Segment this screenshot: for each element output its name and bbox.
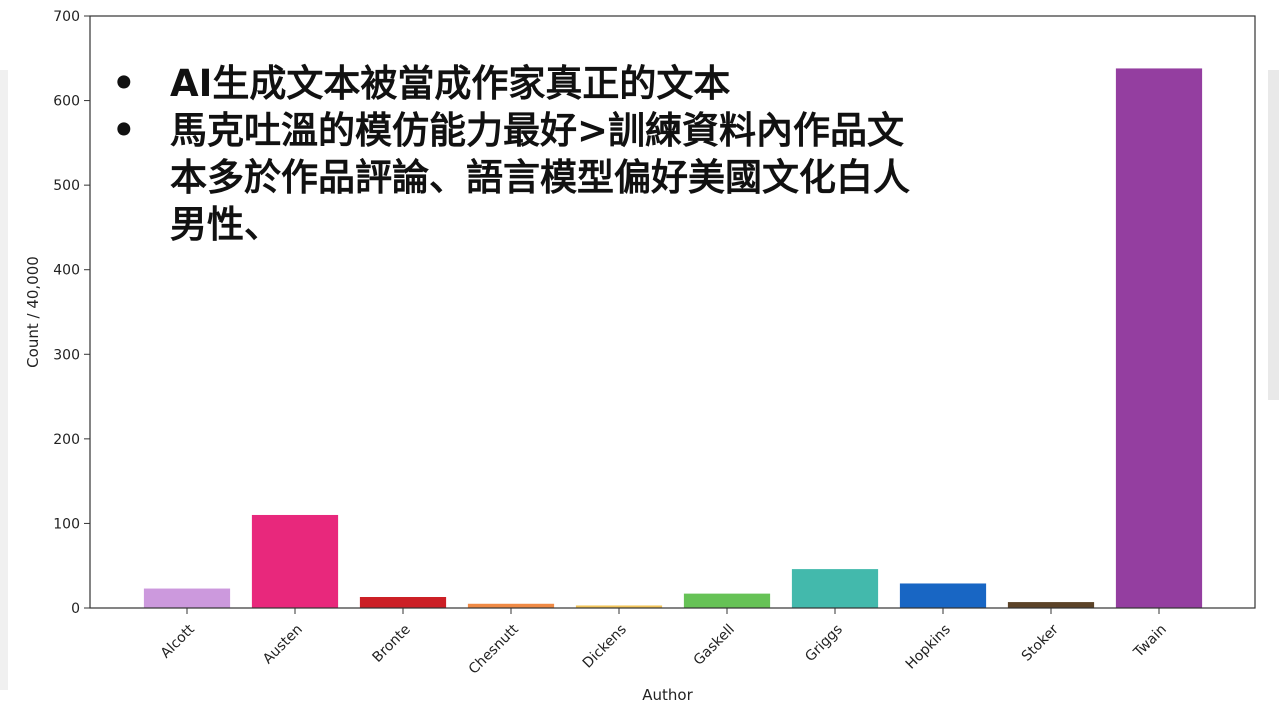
y-axis-ticks: 0 100 200 300 400 500 600 700 xyxy=(53,9,90,617)
right-edge-strip xyxy=(1268,70,1279,400)
x-tick-label-bronte: Bronte xyxy=(370,622,414,666)
plot-frame xyxy=(89,15,1256,609)
x-axis-ticks: Alcott Austen Bronte Chesnutt Dickens Gaskell… xyxy=(158,608,1170,678)
x-tick-label-alcott: Alcott xyxy=(158,621,198,661)
bar-bronte xyxy=(359,597,447,608)
bullet-marker: • xyxy=(112,109,136,152)
y-tick-label: 400 xyxy=(53,263,80,279)
bar-chesnutt xyxy=(467,603,555,608)
x-tick-label-gaskell: Gaskell xyxy=(691,622,738,669)
bar-stoker xyxy=(1007,602,1095,608)
x-tick-label-twain: Twain xyxy=(1130,622,1170,662)
bar-twain xyxy=(1115,68,1203,609)
x-tick-label-austen: Austen xyxy=(260,622,306,668)
annotation-list: • AI生成文本被當成作家真正的文本 • 馬克吐溫的模仿能力最好>訓練資料內作品… xyxy=(112,60,1012,248)
bar-austen xyxy=(251,514,339,608)
y-tick-label: 0 xyxy=(71,601,80,617)
annotation-text-2: 馬克吐溫的模仿能力最好>訓練資料內作品文本多於作品評論、語言模型偏好美國文化白人… xyxy=(170,109,910,246)
annotation-bullet-2: • 馬克吐溫的模仿能力最好>訓練資料內作品文本多於作品評論、語言模型偏好美國文化… xyxy=(112,107,940,248)
x-tick-label-stoker: Stoker xyxy=(1019,621,1062,664)
x-tick-label-hopkins: Hopkins xyxy=(903,622,954,673)
y-tick-label: 600 xyxy=(53,94,80,110)
x-tick-label-dickens: Dickens xyxy=(580,622,630,672)
bullet-marker: • xyxy=(112,62,136,105)
bar-hopkins xyxy=(899,583,987,608)
y-axis-label: Count / 40,000 xyxy=(24,256,42,368)
bar-dickens xyxy=(575,605,663,608)
x-tick-label-griggs: Griggs xyxy=(802,622,846,666)
bars-group xyxy=(143,68,1203,609)
x-axis-label: Author xyxy=(642,686,693,704)
left-edge-strip xyxy=(0,70,8,690)
annotation-text-1: AI生成文本被當成作家真正的文本 xyxy=(170,62,731,105)
y-tick-label: 200 xyxy=(53,432,80,448)
y-tick-label: 100 xyxy=(53,516,80,532)
y-tick-label: 700 xyxy=(53,9,80,25)
y-tick-label: 500 xyxy=(53,178,80,194)
bar-alcott xyxy=(143,588,231,608)
bar-griggs xyxy=(791,569,879,608)
y-tick-label: 300 xyxy=(53,347,80,363)
x-tick-label-chesnutt: Chesnutt xyxy=(466,621,522,677)
annotation-bullet-1: • AI生成文本被當成作家真正的文本 xyxy=(112,60,1012,107)
bar-gaskell xyxy=(683,593,771,608)
